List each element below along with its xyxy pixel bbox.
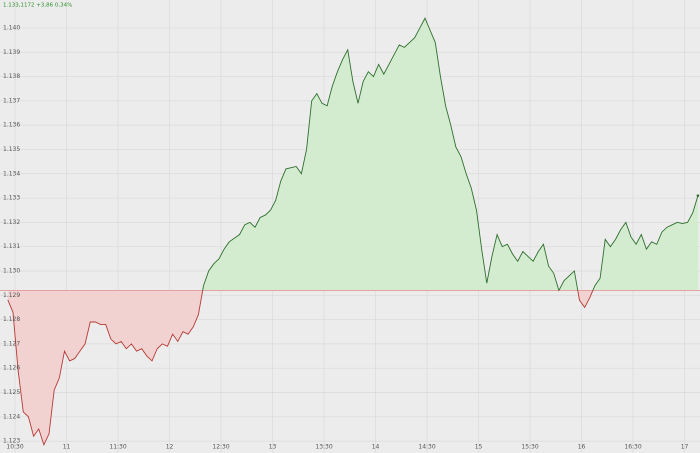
y-tick-label: 1.139	[3, 49, 20, 56]
x-tick-label: 13:30	[315, 444, 332, 451]
x-tick-label: 12:30	[212, 444, 229, 451]
y-tick-label: 1.129	[3, 292, 20, 299]
y-tick-label: 1.132	[3, 219, 20, 226]
y-tick-label: 1.125	[3, 389, 20, 396]
x-tick-label: 10:30	[6, 444, 23, 451]
y-tick-label: 1.127	[3, 340, 20, 347]
header-quote: 1.133,1172 +3,86 0,34%	[3, 3, 72, 9]
x-tick-label: 11:30	[109, 444, 126, 451]
x-tick-label: 12	[166, 444, 174, 451]
y-tick-label: 1.138	[3, 73, 20, 80]
y-tick-label: 1.123	[3, 438, 20, 445]
y-tick-label: 1.134	[3, 170, 20, 177]
price-line	[7, 17, 699, 446]
x-tick-label: 15:30	[521, 444, 538, 451]
x-tick-label: 16:30	[624, 444, 641, 451]
y-tick-label: 1.124	[3, 413, 20, 420]
y-tick-label: 1.128	[3, 316, 20, 323]
x-tick-label: 15	[475, 444, 483, 451]
x-tick-label: 13	[269, 444, 277, 451]
y-tick-label: 1.135	[3, 146, 20, 153]
y-tick-label: 1.140	[3, 24, 20, 31]
x-tick-label: 17	[681, 444, 689, 451]
y-tick-label: 1.126	[3, 365, 20, 372]
x-tick-label: 11	[63, 444, 71, 451]
y-tick-label: 1.131	[3, 243, 20, 250]
y-tick-label: 1.133	[3, 195, 20, 202]
last-point	[696, 194, 700, 197]
x-tick-label: 16	[578, 444, 586, 451]
y-tick-label: 1.137	[3, 97, 20, 104]
area-fill	[7, 18, 698, 445]
y-tick-label: 1.136	[3, 122, 20, 129]
y-tick-label: 1.130	[3, 267, 20, 274]
x-tick-label: 14	[372, 444, 380, 451]
x-tick-label: 14:30	[418, 444, 435, 451]
